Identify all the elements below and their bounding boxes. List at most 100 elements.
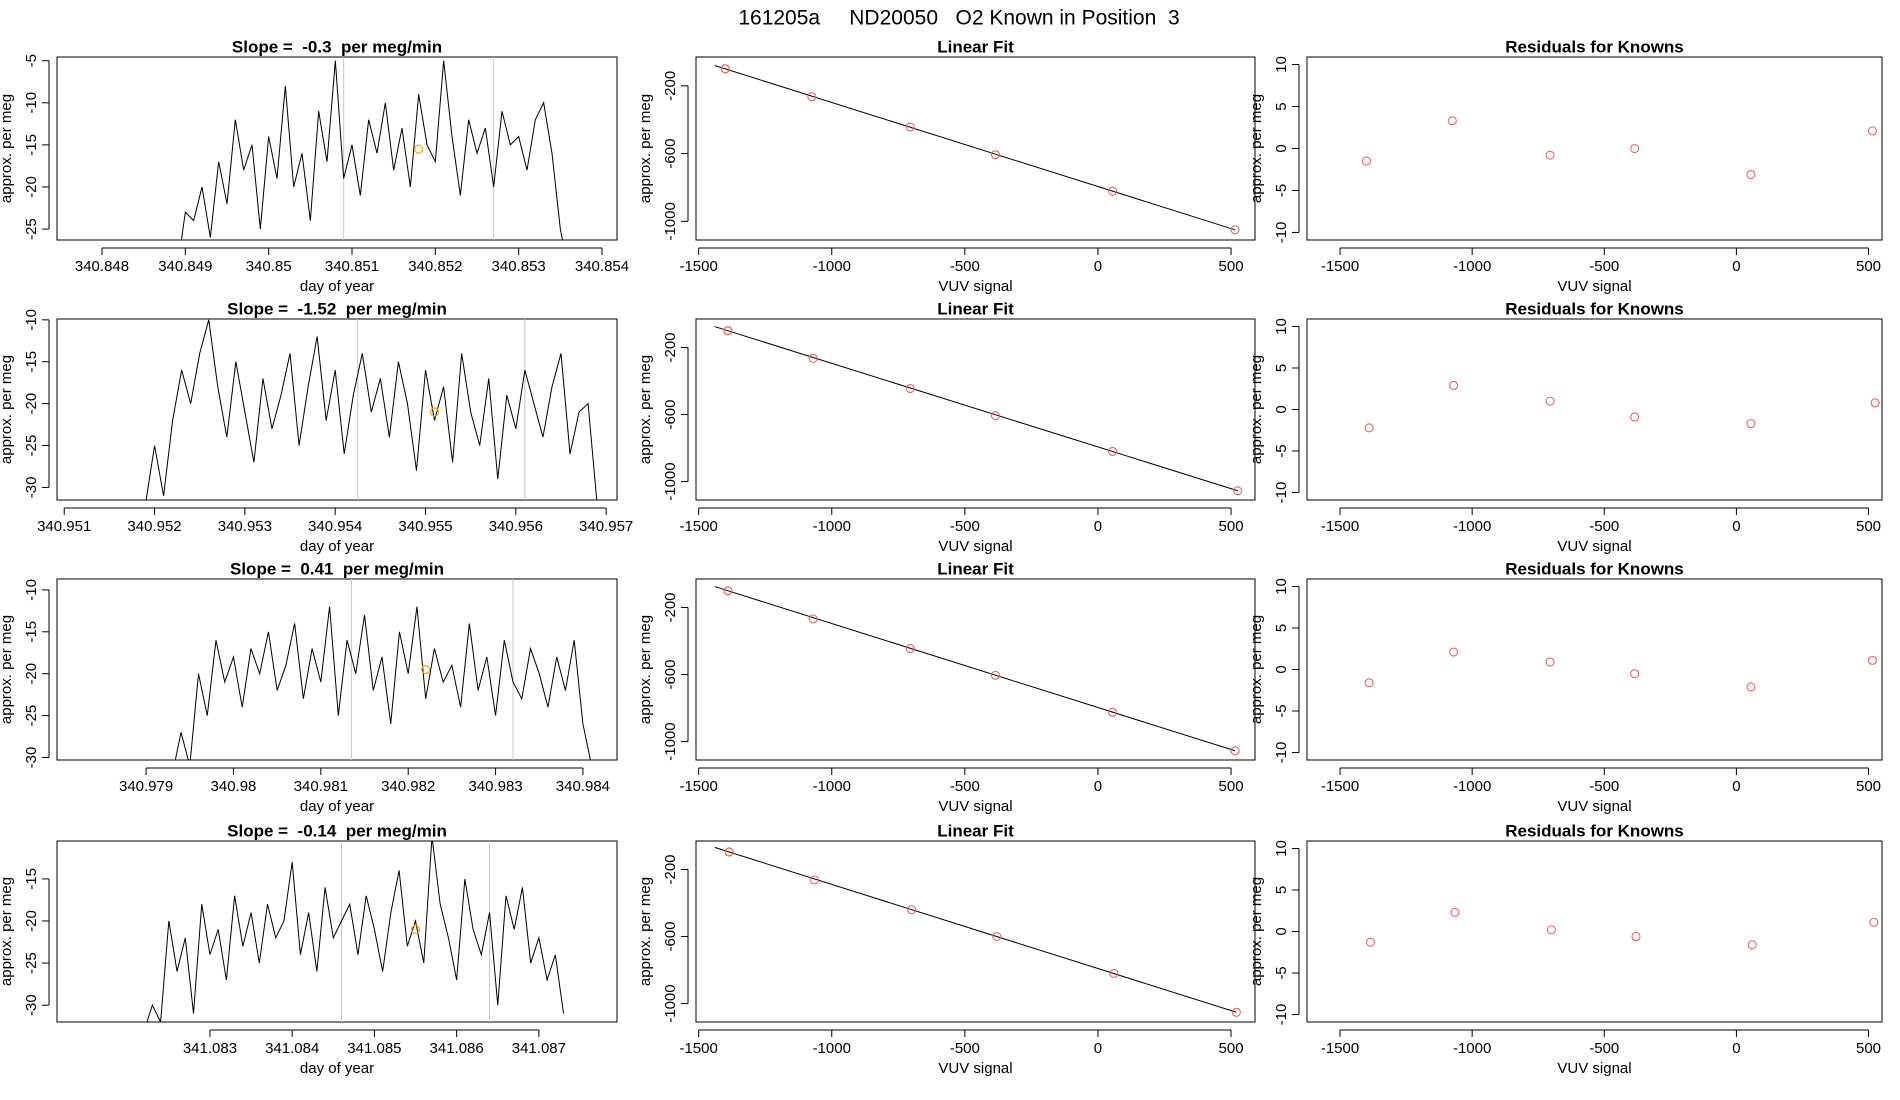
plot-area <box>1361 116 1878 180</box>
y-axis-label: approx. per meg <box>1248 94 1265 203</box>
data-point <box>1545 396 1555 406</box>
fit-line <box>714 846 1237 1013</box>
y-tick-label: 5 <box>1273 102 1290 110</box>
data-point <box>1449 647 1459 657</box>
x-tick-label: -1000 <box>813 778 851 795</box>
y-tick-label: -20 <box>23 910 40 932</box>
data-line <box>174 606 591 760</box>
data-line <box>145 319 598 500</box>
y-tick-label: -200 <box>662 592 679 622</box>
chart-title: Slope = -1.52 per meg/min <box>227 299 447 318</box>
x-tick-label: -500 <box>950 1040 980 1057</box>
panel: Slope = -1.52 per meg/min day of year appr… <box>0 299 633 554</box>
chart-title: Residuals for Knowns <box>1505 37 1684 56</box>
data-point <box>907 905 917 915</box>
x-tick-label: -1000 <box>1453 518 1491 535</box>
plot-area <box>714 586 1240 756</box>
chart-title: Linear Fit <box>937 559 1014 578</box>
plot-frame <box>56 840 618 1023</box>
y-tick-label: -600 <box>662 660 679 690</box>
x-tick-label: 0 <box>1732 518 1740 535</box>
x-tick-label: 340.951 <box>37 518 91 535</box>
plot-frame <box>695 578 1256 761</box>
x-axis-label: VUV signal <box>1557 798 1631 815</box>
y-tick-label: -25 <box>23 218 40 240</box>
highlight-point <box>410 924 421 934</box>
x-tick-label: 0 <box>1094 518 1102 535</box>
y-tick-label: -10 <box>1273 742 1290 764</box>
data-point <box>1545 150 1555 160</box>
y-tick-label: -10 <box>1273 482 1290 504</box>
plot-frame <box>1306 318 1883 501</box>
x-tick-label: 340.853 <box>492 258 546 275</box>
plot-area <box>714 846 1241 1017</box>
highlight-point <box>414 144 424 154</box>
y-axis-label: approx. per meg <box>1248 355 1265 464</box>
plot-area <box>145 319 598 500</box>
x-tick-label: -500 <box>950 258 980 275</box>
data-point <box>1108 707 1118 717</box>
x-tick-label: 500 <box>1219 1040 1244 1057</box>
data-point <box>1109 968 1119 978</box>
x-tick-label: -1500 <box>679 778 717 795</box>
y-tick-label: 5 <box>1273 886 1290 894</box>
x-axis-label: day of year <box>300 798 374 815</box>
y-tick-label: -5 <box>1273 704 1290 717</box>
data-point <box>1746 169 1756 180</box>
panel: Residuals for Knowns VUV signal approx. pe… <box>1248 559 1883 815</box>
y-tick-label: -15 <box>23 868 40 890</box>
data-point <box>808 353 818 363</box>
highlight-point <box>429 407 440 417</box>
plot-frame <box>1306 840 1883 1023</box>
x-axis-label: day of year <box>300 1060 374 1077</box>
y-tick-label: -30 <box>23 747 40 769</box>
y-axis-label: approx. per meg <box>0 94 15 203</box>
x-tick-label: 340.854 <box>575 258 629 275</box>
x-tick-label: 0 <box>1732 1040 1740 1057</box>
x-tick-label: -1500 <box>679 518 717 535</box>
y-tick-label: -5 <box>1273 966 1290 979</box>
plot-frame <box>56 578 618 761</box>
y-tick-label: -5 <box>1273 444 1290 457</box>
y-tick-label: -200 <box>662 854 679 884</box>
x-tick-label: -500 <box>950 518 980 535</box>
panel: Linear Fit VUV signal approx. per meg -1500… <box>637 37 1256 295</box>
y-tick-label: -600 <box>662 139 679 169</box>
panel: Linear Fit VUV signal approx. per meg -1500… <box>637 821 1256 1077</box>
y-tick-label: -1000 <box>662 722 679 760</box>
data-point <box>1746 682 1756 692</box>
panel: Linear Fit VUV signal approx. per meg -1500… <box>637 559 1256 815</box>
data-point <box>990 670 1001 680</box>
y-tick-label: -1000 <box>662 462 679 500</box>
x-tick-label: 340.849 <box>158 258 212 275</box>
x-tick-label: 340.981 <box>294 778 348 795</box>
data-point <box>808 614 818 624</box>
y-tick-label: -30 <box>23 477 40 499</box>
data-point <box>990 150 1001 160</box>
data-point <box>1870 398 1880 408</box>
data-point <box>1630 412 1640 422</box>
y-tick-label: -20 <box>23 663 40 685</box>
y-tick-label: -10 <box>23 309 40 331</box>
y-tick-label: -30 <box>23 994 40 1016</box>
x-axis-label: VUV signal <box>1557 538 1631 555</box>
x-tick-label: -1000 <box>1453 258 1491 275</box>
x-tick-label: 500 <box>1219 258 1244 275</box>
x-axis-label: VUV signal <box>938 278 1012 295</box>
x-tick-label: -500 <box>1589 778 1619 795</box>
y-tick-label: -10 <box>1273 1004 1290 1026</box>
data-point <box>723 326 733 336</box>
plot-area <box>146 841 565 1022</box>
x-tick-label: 500 <box>1856 518 1881 535</box>
y-tick-label: -20 <box>23 176 40 198</box>
y-axis-label: approx. per meg <box>1248 615 1265 724</box>
data-point <box>1545 657 1555 667</box>
plot-area <box>180 57 564 240</box>
data-point <box>1447 116 1457 126</box>
chart-title: Residuals for Knowns <box>1505 299 1684 318</box>
data-point <box>1364 678 1374 688</box>
y-axis-label: approx. per meg <box>637 94 654 203</box>
data-point <box>723 586 733 596</box>
y-tick-label: -200 <box>662 71 679 101</box>
data-point <box>905 122 915 132</box>
